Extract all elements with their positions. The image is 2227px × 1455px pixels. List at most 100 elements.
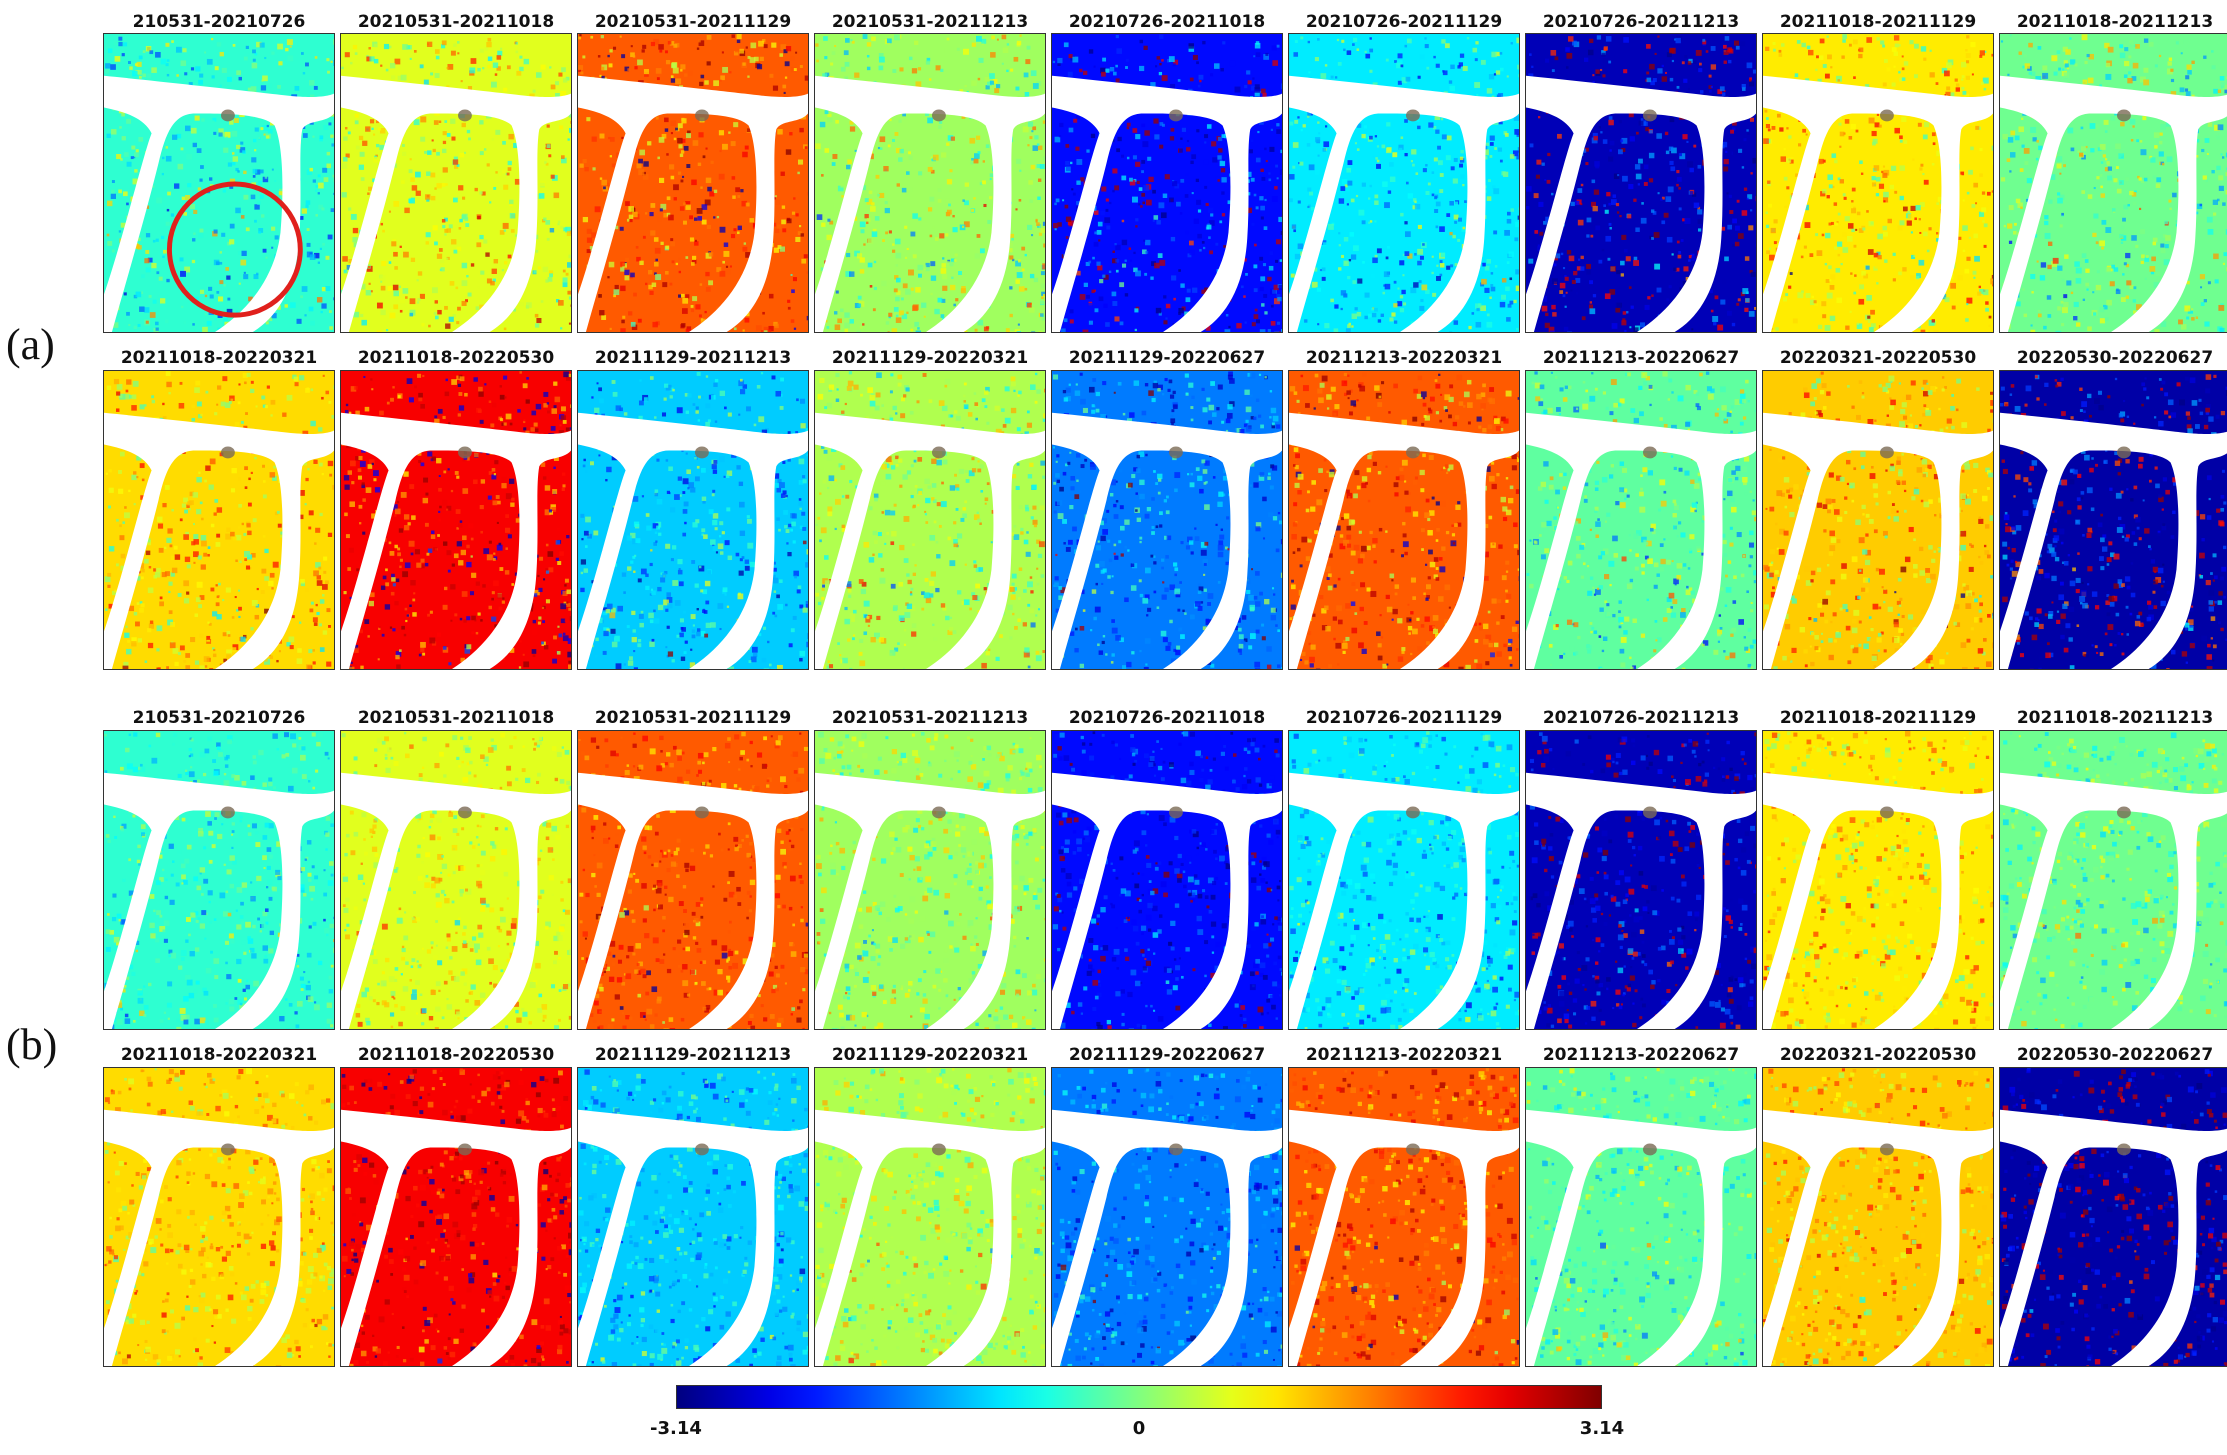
island-mark: [931, 806, 946, 819]
river-mask: [341, 772, 571, 1029]
phase-map: [578, 731, 808, 1029]
panel-title: 20210726-20211018: [1068, 708, 1266, 728]
river-mask: [1052, 75, 1282, 332]
island-mark: [931, 1143, 946, 1156]
phase-map: [578, 1068, 808, 1366]
river-mask: [578, 412, 808, 669]
panel-title: 20211213-20220321: [1305, 1045, 1503, 1065]
interferogram-panel: [1525, 1067, 1757, 1367]
panel-title: 20220530-20220627: [2016, 348, 2214, 368]
river-mask: [1763, 75, 1993, 332]
panel-title: 20210726-20211129: [1305, 12, 1503, 32]
island-mark: [457, 1143, 472, 1156]
island-mark: [220, 446, 235, 459]
river-mask: [578, 772, 808, 1029]
river-mask: [104, 75, 334, 332]
river-mask: [815, 75, 1045, 332]
island-mark: [1879, 806, 1894, 819]
phase-map: [1526, 371, 1756, 669]
island-mark: [457, 446, 472, 459]
panel-title: 20211213-20220627: [1542, 1045, 1740, 1065]
part-label: (a): [6, 320, 55, 369]
panel-title: 20211129-20220321: [831, 1045, 1029, 1065]
panel-title: 20210531-20211018: [357, 12, 555, 32]
river-mask: [815, 412, 1045, 669]
colorbar: [676, 1385, 1602, 1409]
river-mask: [815, 1109, 1045, 1366]
part-label: (b): [6, 1020, 58, 1069]
interferogram-panel: [340, 33, 572, 333]
interferogram-panel: [1525, 730, 1757, 1030]
panel-title: 20211018-20211213: [2016, 12, 2214, 32]
phase-map: [578, 34, 808, 332]
phase-map: [1289, 34, 1519, 332]
phase-map: [104, 34, 334, 332]
phase-map: [1526, 731, 1756, 1029]
panel-title: 20211129-20211213: [594, 1045, 792, 1065]
phase-map: [1052, 731, 1282, 1029]
interferogram-panel: [340, 370, 572, 670]
river-mask: [104, 1109, 334, 1366]
phase-map: [104, 1068, 334, 1366]
phase-map: [2000, 1068, 2227, 1366]
island-mark: [1879, 1143, 1894, 1156]
island-mark: [1879, 446, 1894, 459]
phase-map: [341, 731, 571, 1029]
interferogram-panel: [1999, 33, 2227, 333]
panel-title: 20211129-20220627: [1068, 1045, 1266, 1065]
panel-title: 20211018-20220530: [357, 348, 555, 368]
river-mask: [815, 772, 1045, 1029]
river-mask: [1526, 412, 1756, 669]
river-mask: [1052, 412, 1282, 669]
island-mark: [2116, 1143, 2131, 1156]
panel-title: 20211018-20211129: [1779, 12, 1977, 32]
panel-title: 20211213-20220627: [1542, 348, 1740, 368]
island-mark: [1405, 109, 1420, 122]
interferogram-panel: [103, 370, 335, 670]
phase-map: [341, 34, 571, 332]
interferogram-panel: [814, 1067, 1046, 1367]
interferogram-panel: [1051, 730, 1283, 1030]
colorbar-tick-label: 3.14: [1579, 1418, 1625, 1439]
panel-title: 20211018-20220530: [357, 1045, 555, 1065]
phase-map: [1763, 731, 1993, 1029]
interferogram-panel: [814, 33, 1046, 333]
river-mask: [341, 75, 571, 332]
panel-title: 20220321-20220530: [1779, 1045, 1977, 1065]
river-mask: [2000, 75, 2227, 332]
phase-map: [341, 371, 571, 669]
interferogram-panel: [1051, 33, 1283, 333]
interferogram-panel: [814, 370, 1046, 670]
river-mask: [1052, 772, 1282, 1029]
panel-title: 20211213-20220321: [1305, 348, 1503, 368]
interferogram-panel: [577, 33, 809, 333]
phase-map: [104, 731, 334, 1029]
panel-title: 20210726-20211213: [1542, 708, 1740, 728]
highlight-circle: [166, 181, 303, 318]
island-mark: [1642, 109, 1657, 122]
panel-title: 20211129-20220321: [831, 348, 1029, 368]
island-mark: [457, 806, 472, 819]
phase-map: [2000, 371, 2227, 669]
river-mask: [104, 772, 334, 1029]
phase-map: [1526, 1068, 1756, 1366]
island-mark: [1642, 446, 1657, 459]
panel-title: 20211018-20211129: [1779, 708, 1977, 728]
phase-map: [1763, 34, 1993, 332]
river-mask: [1763, 412, 1993, 669]
panel-title: 20220321-20220530: [1779, 348, 1977, 368]
panel-title: 20211018-20220321: [120, 1045, 318, 1065]
interferogram-panel: [1762, 33, 1994, 333]
island-mark: [1168, 1143, 1183, 1156]
river-mask: [1289, 412, 1519, 669]
interferogram-panel: [340, 1067, 572, 1367]
island-mark: [694, 1143, 709, 1156]
phase-map: [1763, 1068, 1993, 1366]
phase-map: [578, 371, 808, 669]
panel-title: 20210531-20211213: [831, 708, 1029, 728]
interferogram-panel: [1999, 370, 2227, 670]
colorbar-tick-label: 0: [1132, 1418, 1146, 1439]
island-mark: [2116, 806, 2131, 819]
river-mask: [1289, 1109, 1519, 1366]
